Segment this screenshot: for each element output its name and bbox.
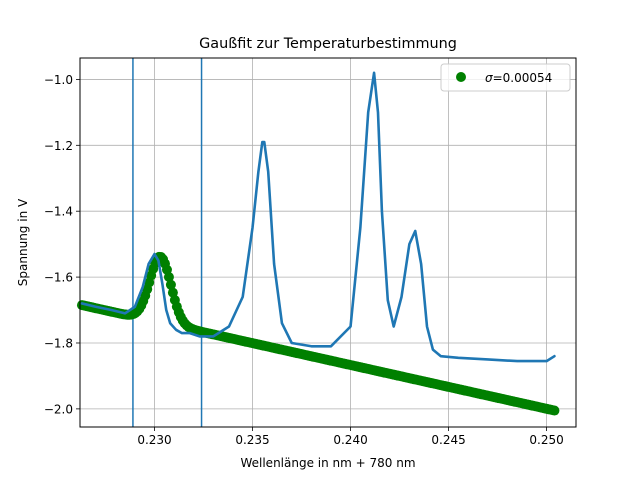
legend-symbol: σ: [485, 71, 493, 85]
fit-point: [163, 272, 174, 282]
chart-title: Gaußfit zur Temperaturbestimmung: [199, 36, 457, 52]
y-tick-label: −2.0: [44, 402, 73, 416]
y-tick-label: −1.2: [44, 139, 73, 153]
legend: σ=0.00054: [440, 63, 571, 92]
y-tick-label: −1.0: [44, 73, 73, 87]
y-tick-label: −1.4: [44, 205, 73, 219]
measurement-line: [80, 71, 556, 363]
legend-marker: [456, 72, 466, 82]
fit-point: [549, 405, 560, 416]
y-axis-label: Spannung in V: [16, 198, 30, 286]
legend-label: σ=0.00054: [485, 71, 552, 85]
fit-series: [76, 251, 560, 416]
y-tick-label: −1.6: [44, 271, 73, 285]
legend-value: =0.00054: [493, 71, 553, 85]
measurement-series: [80, 71, 556, 363]
x-tick-label: 0.235: [235, 433, 269, 447]
x-tick-label: 0.230: [137, 433, 171, 447]
vertical-lines: [132, 58, 203, 427]
fit-point: [165, 279, 176, 290]
x-tick-label: 0.240: [333, 433, 367, 447]
axes-frame: [79, 57, 577, 428]
x-axis-label: Wellenlänge in nm + 780 nm: [240, 456, 415, 470]
y-tick-label: −1.8: [44, 336, 73, 350]
x-tick-label: 0.245: [431, 433, 465, 447]
ticks: 0.230 0.235 0.240 0.245 0.250 −2.0 −1.8 −1.6 −1.…: [44, 73, 564, 447]
x-tick-label: 0.250: [529, 433, 563, 447]
legend-box: [440, 63, 571, 92]
